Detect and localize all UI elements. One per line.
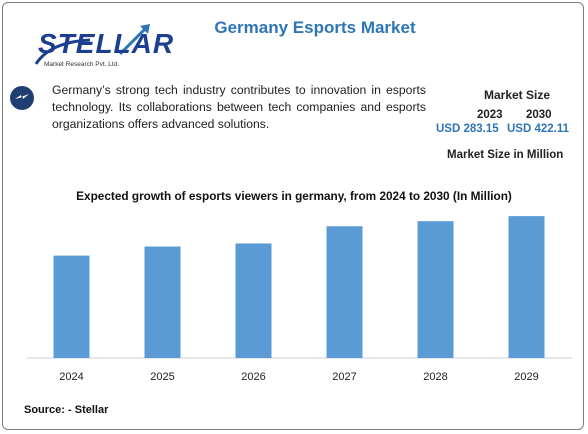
logo-swoosh-icon [34,24,150,65]
bar-2026 [235,243,272,358]
source-note: Source: - Stellar [24,404,109,416]
lightning-icon [10,86,34,110]
bar-2024 [53,255,90,358]
market-size-label: Market Size [483,88,551,102]
bar-2028 [417,221,454,358]
x-tick-label-2028: 2028 [423,371,447,383]
market-size-unit: Market Size in Million [447,149,564,161]
x-tick-label-2024: 2024 [59,371,83,383]
x-tick-label-2029: 2029 [514,371,538,383]
bar-2027 [326,226,363,358]
market-size-year-start: 2023 [477,109,503,121]
x-tick-label-2025: 2025 [150,371,174,383]
market-size-year-end: 2030 [526,109,552,121]
bar-2025 [144,246,181,358]
logo-tagline: Market Research Pvt. Ltd. [44,61,120,68]
stellar-logo: STELLAR Market Research Pvt. Ltd. [30,14,173,74]
chart-title: Expected growth of esports viewers in ge… [76,189,512,203]
x-tick-label-2027: 2027 [332,371,356,383]
card-frame [2,2,584,430]
page-title: Germany Esports Market [214,18,416,37]
market-size-value-start: USD 283.15 [436,123,499,135]
bar-2029 [508,216,545,358]
logo-wordmark: STELLAR [38,28,175,59]
market-size-value-end: USD 422.11 [507,123,570,135]
market-description: Germany’s strong tech industry contribut… [52,83,426,131]
x-tick-label-2026: 2026 [241,371,265,383]
